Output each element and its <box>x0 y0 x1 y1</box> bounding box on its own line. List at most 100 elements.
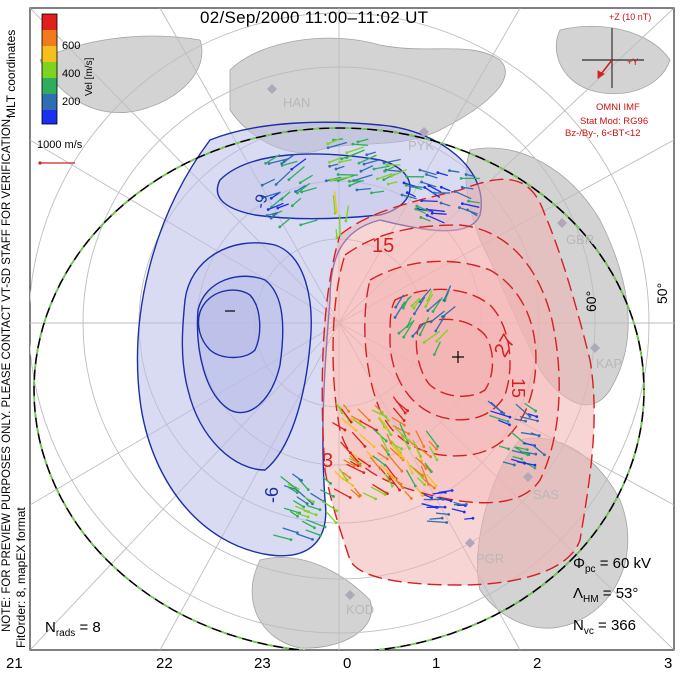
velocity-vector <box>270 196 284 208</box>
velocity-vector <box>383 166 395 172</box>
velocity-vector <box>423 186 441 198</box>
velocity-vector <box>295 505 310 513</box>
velocity-vector-origin <box>420 199 424 203</box>
velocity-vector <box>337 173 359 176</box>
velocity-vector <box>378 432 389 452</box>
velocity-vector-origin <box>412 306 416 310</box>
velocity-vector <box>373 165 390 170</box>
velocity-vector-origin <box>402 419 406 422</box>
latitude-label-50: 50° <box>654 282 670 304</box>
velocity-vector-origin <box>357 495 361 498</box>
velocity-vector-origin <box>365 153 369 157</box>
velocity-vector <box>370 486 386 496</box>
velocity-vector <box>305 519 326 528</box>
station-han-label: HAN <box>283 95 311 110</box>
velocity-vector-origin <box>534 452 538 456</box>
velocity-vector-origin <box>508 423 511 427</box>
mlt-tick-1: 1 <box>432 655 441 672</box>
velocity-vector-origin <box>358 464 362 468</box>
velocity-vector <box>520 416 539 422</box>
velocity-vector <box>357 457 371 467</box>
velocity-vector-origin <box>404 183 408 187</box>
velocity-vector-origin <box>525 448 529 452</box>
velocity-vector-origin <box>445 521 449 524</box>
velocity-vector <box>362 492 377 500</box>
velocity-vector-origin <box>269 216 273 220</box>
velocity-vector-origin <box>324 179 328 183</box>
velocity-vector <box>351 431 366 447</box>
station-gbr-marker <box>557 218 567 228</box>
velocity-vector <box>413 298 421 309</box>
velocity-vector-origin <box>386 449 390 453</box>
velocity-vector-origin <box>406 409 409 413</box>
velocity-vector <box>466 209 478 217</box>
velocity-vector-origin <box>464 503 468 506</box>
velocity-vector-origin <box>362 162 366 166</box>
velocity-vector-origin <box>507 447 510 451</box>
velocity-vector <box>320 489 335 498</box>
velocity-vector-origin <box>442 298 446 302</box>
velocity-vector-origin <box>508 415 512 419</box>
velocity-vector-origin <box>293 486 297 490</box>
velocity-vector-origin <box>390 484 394 488</box>
velocity-vector-origin <box>403 423 406 427</box>
velocity-vector <box>440 186 451 192</box>
station-pgr-label: PGR <box>476 551 505 566</box>
velocity-vector <box>281 160 298 167</box>
velocity-vector-origin <box>449 499 453 503</box>
velocity-vector-origin <box>408 185 412 188</box>
velocity-vector <box>426 473 437 487</box>
velocity-vector-origin <box>439 185 443 189</box>
velocity-vector-origin <box>425 173 429 176</box>
velocity-vector <box>346 463 365 474</box>
station-sas-label: SAS <box>533 487 560 502</box>
velocity-vector <box>346 149 365 159</box>
velocity-vector <box>387 181 398 185</box>
velocity-vector <box>413 296 426 315</box>
velocity-vector-origin <box>327 160 331 164</box>
velocity-vector <box>341 417 357 431</box>
velocity-vector-origin <box>418 168 422 172</box>
velocity-vector-origin <box>410 304 414 308</box>
velocity-vector-origin <box>302 505 306 509</box>
mlt-tick-23: 23 <box>254 655 271 672</box>
coordinates-label: MLT coordinates <box>4 29 18 118</box>
station-sas-marker <box>523 472 533 482</box>
velocity-vector <box>366 151 376 156</box>
velocity-vector <box>443 285 452 301</box>
velocity-vector <box>512 456 523 460</box>
velocity-vector-origin <box>533 466 537 470</box>
velocity-vector-origin <box>338 160 341 164</box>
mlt-tick-22: 22 <box>156 655 173 672</box>
velocity-vector-origin <box>409 496 413 500</box>
radar-count: Nrads = 8 <box>45 619 101 639</box>
velocity-vector-origin <box>345 478 349 482</box>
velocity-vector-origin <box>471 516 475 520</box>
velocity-vector-origin <box>278 225 282 229</box>
velocity-vector <box>380 444 388 453</box>
velocity-vector <box>295 512 309 518</box>
velocity-vector-origin <box>356 140 360 144</box>
velocity-vector <box>428 184 442 193</box>
velocity-vector <box>299 174 313 184</box>
fit-order-label: FitOrder: 8, mapEX format <box>14 507 28 648</box>
velocity-vector <box>359 433 375 448</box>
velocity-vector-origin <box>400 447 403 451</box>
velocity-vector <box>406 469 417 487</box>
vector-count: Nvc = 366 <box>573 617 636 637</box>
velocity-vector <box>391 417 406 426</box>
velocity-vector <box>383 158 401 164</box>
velocity-vector <box>268 158 289 165</box>
velocity-vector <box>423 478 436 489</box>
velocity-vector <box>310 492 325 502</box>
velocity-vector <box>338 215 341 236</box>
velocity-vector-origin <box>363 444 367 448</box>
velocity-vector <box>388 475 401 491</box>
velocity-vector-origin <box>307 510 311 514</box>
velocity-vector-origin <box>328 164 332 168</box>
velocity-vector-origin <box>261 196 265 199</box>
velocity-vector-origin <box>344 219 348 223</box>
velocity-vector-origin <box>403 411 407 415</box>
velocity-vector-origin <box>464 173 468 176</box>
velocity-vector-origin <box>466 208 470 212</box>
